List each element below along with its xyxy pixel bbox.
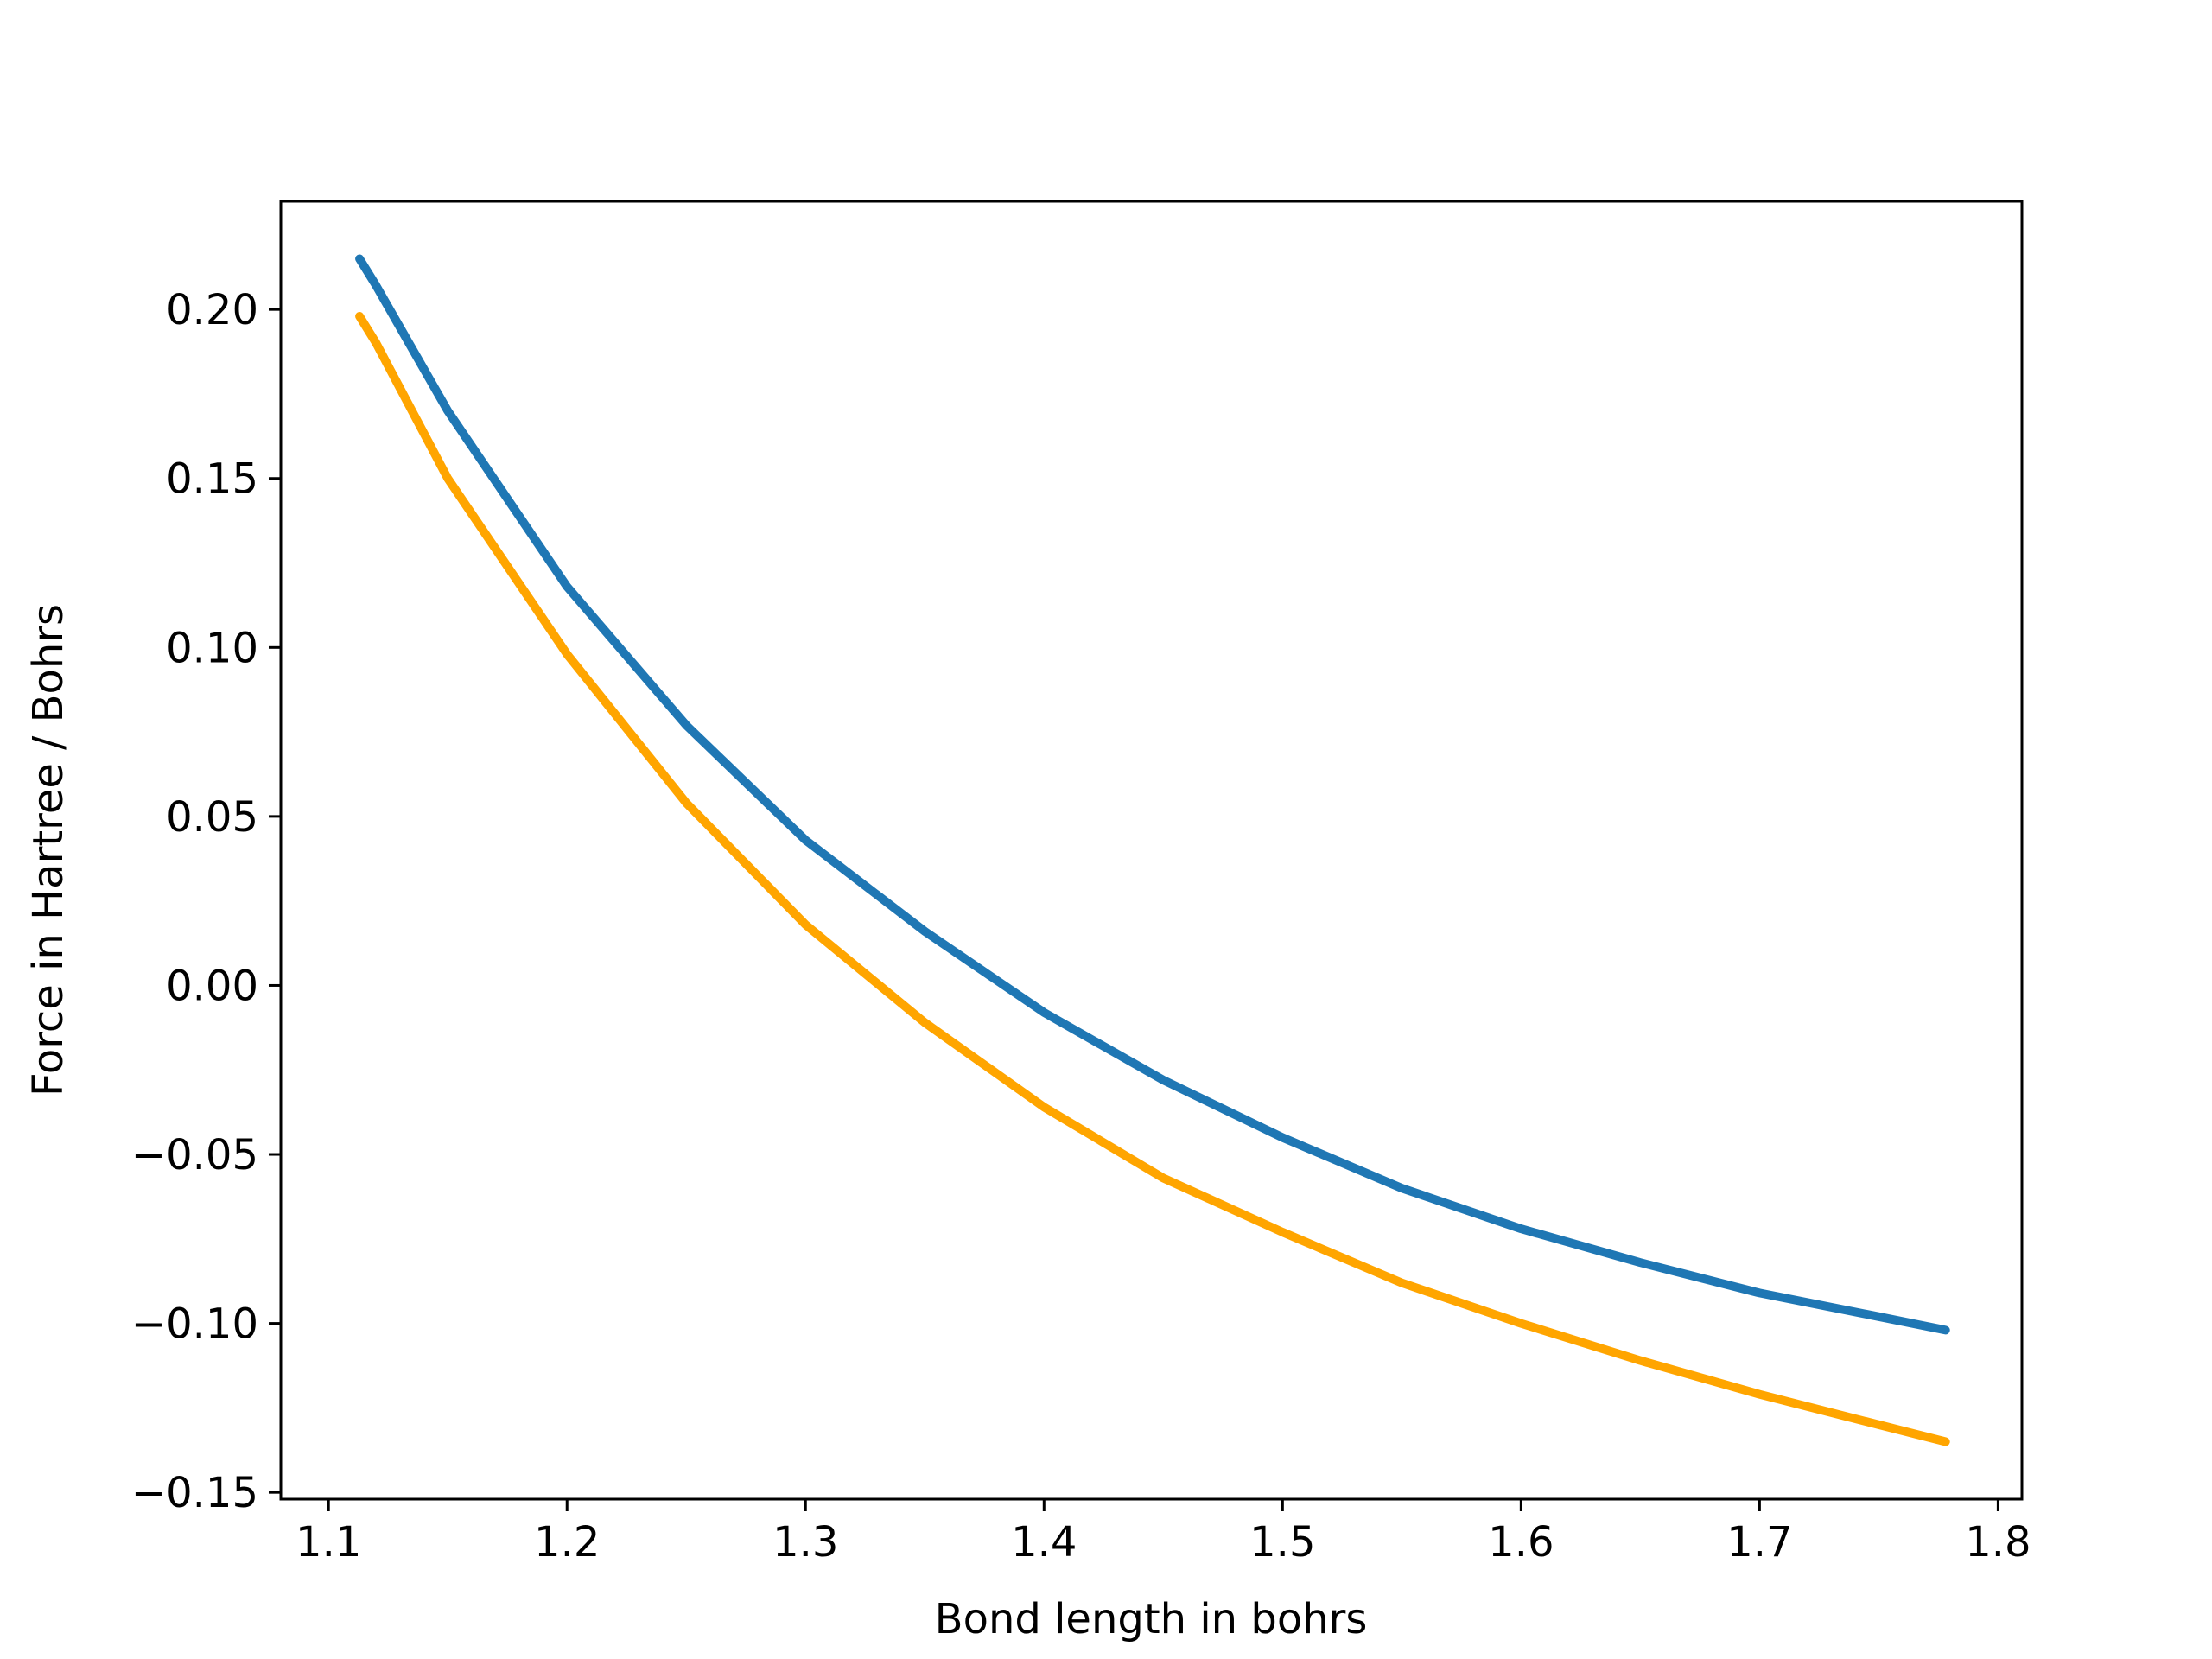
y-tick-label: −0.15	[131, 1469, 258, 1517]
series-line-2	[355, 312, 1950, 1446]
series-layer	[355, 254, 1950, 1446]
x-tick-label: 1.7	[1726, 1518, 1792, 1567]
y-tick-label: −0.10	[131, 1300, 258, 1349]
y-axis-label: Force in Hartree / Bohrs	[24, 604, 73, 1096]
x-tick-label: 1.1	[296, 1518, 361, 1567]
x-axis-label: Bond length in bohrs	[935, 1595, 1368, 1643]
y-tick-label: 0.05	[166, 793, 258, 842]
x-tick-label: 1.8	[1965, 1518, 2031, 1567]
x-axis: 1.1 1.2 1.3 1.4 1.5 1.6 1.7 1.8	[296, 1499, 2031, 1567]
x-tick-label: 1.6	[1488, 1518, 1554, 1567]
y-tick-label: −0.05	[131, 1131, 258, 1179]
y-tick-label: 0.00	[166, 962, 258, 1010]
y-axis: −0.15 −0.10 −0.05 0.00 0.05 0.10 0.15 0.20	[131, 286, 281, 1517]
x-tick-label: 1.4	[1011, 1518, 1077, 1567]
series-line-1	[355, 254, 1950, 1335]
y-tick-label: 0.10	[166, 624, 258, 672]
x-tick-label: 1.2	[534, 1518, 600, 1567]
x-tick-label: 1.3	[772, 1518, 838, 1567]
y-tick-label: 0.15	[166, 455, 258, 504]
plot-area-frame	[279, 200, 2024, 1501]
y-tick-label: 0.20	[166, 286, 258, 334]
x-tick-label: 1.5	[1249, 1518, 1315, 1567]
